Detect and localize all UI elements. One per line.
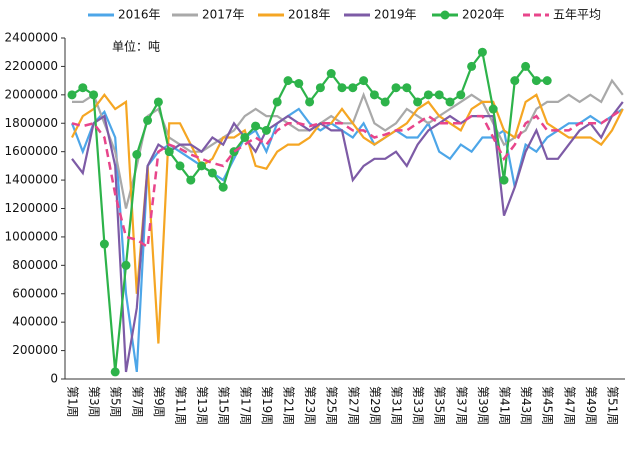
y-tick-label: 2400000	[5, 31, 58, 45]
x-tick-label: 第21周	[282, 386, 296, 425]
series-marker	[294, 78, 304, 88]
legend-label: 2018年	[288, 8, 331, 22]
series-marker	[110, 367, 120, 377]
legend-label: 2019年	[374, 8, 417, 22]
y-tick-label: 1600000	[5, 144, 58, 158]
series-marker	[89, 90, 99, 100]
x-tick-label: 第29周	[368, 386, 382, 425]
x-tick-label: 第31周	[390, 386, 404, 425]
series-marker	[218, 182, 228, 192]
x-tick-label: 第1周	[66, 386, 80, 418]
series-marker	[467, 61, 477, 71]
x-tick-label: 第45周	[541, 386, 555, 425]
series-marker	[186, 175, 196, 185]
series-marker	[477, 47, 487, 57]
series-marker	[153, 97, 163, 107]
x-tick-label: 第13周	[195, 386, 209, 425]
legend-label: 五年平均	[553, 8, 601, 22]
series-marker	[272, 97, 282, 107]
series-marker	[499, 175, 509, 185]
x-tick-label: 第41周	[498, 386, 512, 425]
series-line	[71, 101, 624, 373]
series-marker	[143, 115, 153, 125]
series-marker	[337, 83, 347, 93]
series-marker	[510, 76, 520, 86]
series-marker	[434, 90, 444, 100]
y-tick-label: 0	[50, 372, 58, 386]
x-tick-label: 第27周	[346, 386, 360, 425]
x-tick-label: 第17周	[238, 386, 252, 425]
series-marker	[445, 97, 455, 107]
y-tick-label: 1200000	[5, 201, 58, 215]
series-marker	[359, 76, 369, 86]
series-marker	[391, 83, 401, 93]
y-tick-label: 200000	[12, 343, 58, 357]
series-marker	[488, 104, 498, 114]
series-marker	[402, 83, 412, 93]
series-marker	[197, 161, 207, 171]
series-marker	[207, 168, 217, 178]
series-marker	[132, 150, 142, 160]
x-tick-label: 第5周	[109, 386, 123, 418]
series-marker	[261, 125, 271, 135]
x-tick-label: 第51周	[606, 386, 620, 425]
y-tick-label: 400000	[12, 315, 58, 329]
y-tick-label: 2000000	[5, 87, 58, 101]
x-tick-label: 第37周	[454, 386, 468, 425]
series-marker	[251, 121, 261, 131]
series-marker	[99, 239, 109, 249]
x-tick-label: 第3周	[87, 386, 101, 418]
x-tick-label: 第47周	[562, 386, 576, 425]
legend-label: 2016年	[118, 8, 161, 22]
y-tick-label: 1800000	[5, 116, 58, 130]
x-tick-label: 第25周	[325, 386, 339, 425]
series-marker	[542, 76, 552, 86]
y-tick-label: 600000	[12, 286, 58, 300]
legend-label: 2020年	[462, 8, 505, 22]
series-marker	[121, 260, 131, 270]
x-tick-label: 第49周	[584, 386, 598, 425]
legend-label: 2017年	[202, 8, 245, 22]
series-marker	[283, 76, 293, 86]
series-marker	[369, 90, 379, 100]
x-tick-label: 第11周	[174, 386, 188, 425]
y-tick-label: 1400000	[5, 173, 58, 187]
x-tick-label: 第35周	[433, 386, 447, 425]
series-marker	[240, 132, 250, 142]
y-tick-label: 1000000	[5, 229, 58, 243]
series-marker	[423, 90, 433, 100]
x-tick-label: 第39周	[476, 386, 490, 425]
series-line	[70, 107, 624, 373]
series-marker	[175, 161, 185, 171]
series-marker	[456, 90, 466, 100]
series-marker	[305, 97, 315, 107]
series-line	[71, 107, 624, 250]
x-tick-label: 第23周	[303, 386, 317, 425]
x-tick-label: 第9周	[152, 386, 166, 418]
unit-annotation: 单位：吨	[112, 39, 160, 54]
x-tick-label: 第7周	[130, 386, 144, 418]
series-marker	[413, 97, 423, 107]
series-marker	[315, 83, 325, 93]
series-marker	[164, 147, 174, 157]
series-line	[71, 92, 624, 344]
series-marker	[380, 97, 390, 107]
x-tick-label: 第43周	[519, 386, 533, 425]
series-marker	[67, 90, 77, 100]
y-tick-label: 800000	[12, 258, 58, 272]
series-marker	[521, 61, 531, 71]
series-marker	[326, 69, 336, 79]
series-marker	[78, 83, 88, 93]
legend-marker	[440, 10, 450, 20]
x-tick-label: 第15周	[217, 386, 231, 425]
series-marker	[531, 76, 541, 86]
x-tick-label: 第33周	[411, 386, 425, 425]
x-tick-label: 第19周	[260, 386, 274, 425]
y-tick-label: 2200000	[5, 59, 58, 73]
series-marker	[348, 83, 358, 93]
